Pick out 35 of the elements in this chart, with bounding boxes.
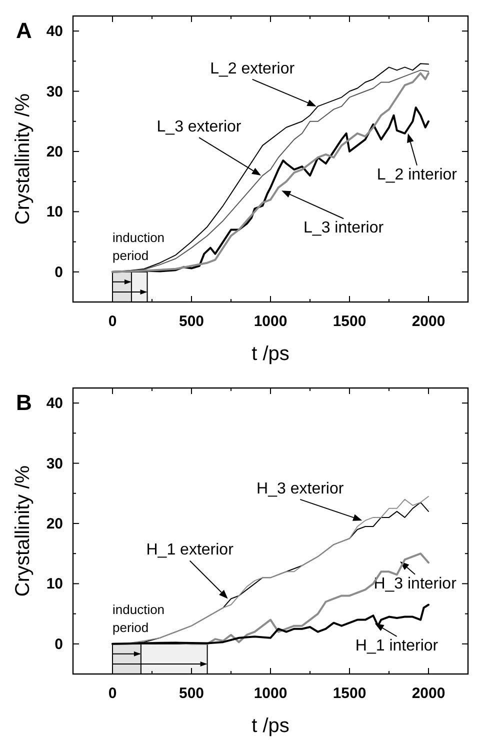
annotation: L_2 exterior <box>210 60 296 78</box>
y-tick-label: 40 <box>46 23 63 40</box>
band-label: induction period <box>112 602 165 635</box>
x-tick-label: 1000 <box>254 685 288 702</box>
y-tick-label: 0 <box>54 636 63 653</box>
annotation: L_3 interior <box>304 220 384 237</box>
x-tick-label: 2000 <box>412 685 446 702</box>
y-tick-label: 40 <box>46 395 63 412</box>
x-tick-label: 0 <box>108 313 117 330</box>
band-label: induction period <box>112 230 165 263</box>
x-tick-label: 1500 <box>332 313 366 330</box>
x-tick-label: 500 <box>178 313 204 330</box>
x-tick-label: 1000 <box>254 313 288 330</box>
x-axis-title: t /ps <box>252 715 290 737</box>
y-tick-label: 20 <box>46 515 63 532</box>
annotation: H_1 exterior <box>146 542 234 559</box>
annotation: L_3 exterior <box>156 118 242 136</box>
x-tick-label: 500 <box>178 685 204 702</box>
chart-title: A <box>16 18 32 43</box>
annotation: H_3 exterior <box>256 480 344 498</box>
annotation: L_2 interior <box>376 166 458 184</box>
y-tick-label: 30 <box>46 455 63 472</box>
x-axis-title: t /ps <box>252 343 290 365</box>
y-tick-label: 30 <box>46 83 63 100</box>
y-axis-title: Crystallinity /% <box>12 465 34 597</box>
x-tick-label: 0 <box>108 685 117 702</box>
y-axis-title: Crystallinity /% <box>12 93 34 225</box>
x-tick-label: 2000 <box>412 313 446 330</box>
y-tick-label: 0 <box>54 264 63 281</box>
annotation: H_1 interior <box>355 637 439 654</box>
y-tick-label: 10 <box>46 576 63 593</box>
x-tick-label: 1500 <box>332 685 366 702</box>
y-tick-label: 10 <box>46 204 63 221</box>
chart-title: B <box>16 390 32 415</box>
y-tick-label: 20 <box>46 143 63 160</box>
